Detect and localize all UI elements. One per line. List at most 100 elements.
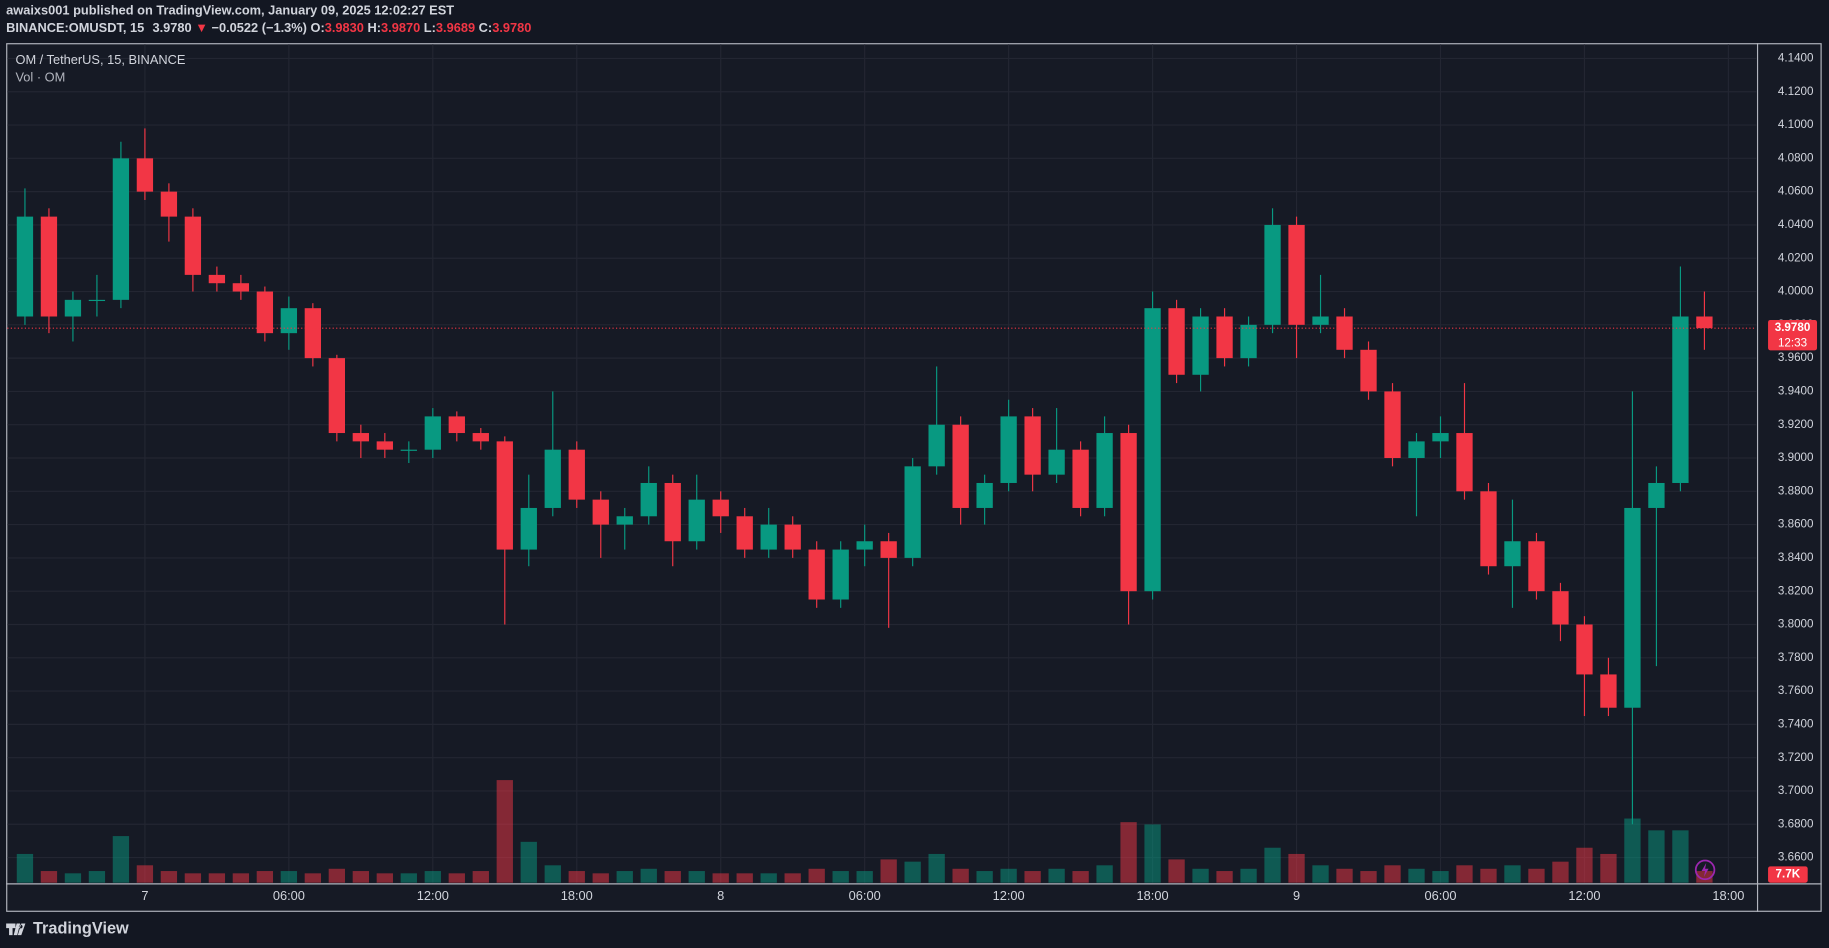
y-tick-label: 3.8000: [1778, 618, 1814, 631]
y-tick-label: 3.9000: [1778, 451, 1814, 464]
volume-bar: [1240, 868, 1257, 883]
candle-body: [352, 433, 369, 442]
change: −0.0522 (−1.3%): [211, 21, 306, 36]
candle-body: [496, 441, 513, 550]
candle-body: [208, 274, 226, 284]
volume-bar: [280, 871, 298, 883]
candle-body: [1600, 674, 1617, 708]
candle-body: [1672, 316, 1689, 483]
candle-body: [424, 416, 441, 450]
y-tick-label: 3.9200: [1778, 418, 1814, 431]
volume-bar: [928, 853, 945, 883]
volume-bar: [1264, 847, 1281, 883]
candle-body: [1552, 591, 1569, 625]
candle-body: [256, 291, 274, 334]
volume-bar: [856, 871, 873, 883]
volume-bar: [808, 868, 825, 883]
x-tick-label: 06:00: [849, 888, 881, 903]
candle-body: [112, 158, 130, 300]
x-tick-label: 12:00: [1568, 888, 1600, 903]
y-tick-label: 3.9400: [1778, 384, 1814, 397]
candle-body: [1096, 433, 1113, 508]
volume-pane: [16, 780, 1713, 883]
y-tick-label: 4.0600: [1778, 185, 1814, 198]
volume-bar: [784, 873, 801, 883]
candles: [16, 128, 1713, 825]
y-tick-label: 3.7600: [1778, 684, 1814, 697]
candle-body: [520, 507, 537, 550]
price-badge: [1768, 319, 1818, 351]
logo-icon: [6, 923, 26, 936]
volume-bar: [1408, 868, 1425, 883]
candle-body: [136, 158, 154, 192]
candle-body: [304, 308, 322, 359]
candle-body: [1216, 316, 1233, 359]
volume-bar: [1000, 868, 1017, 883]
candle-body: [280, 308, 298, 334]
x-tick-label: 8: [717, 888, 724, 903]
candle-body: [1480, 491, 1497, 567]
volume-badge-label: 7.7K: [1776, 868, 1801, 881]
candle-body: [832, 549, 849, 600]
volume-bar: [736, 873, 753, 883]
legend-volume: Vol · OM: [15, 70, 65, 85]
volume-bar: [904, 861, 921, 883]
volume-bar: [376, 873, 393, 883]
high-label: H:: [368, 21, 382, 36]
volume-bar: [1456, 865, 1473, 883]
volume-bar: [520, 841, 537, 883]
y-tick-label: 4.1200: [1778, 85, 1814, 98]
close: 3.9780: [492, 21, 531, 36]
y-tick-label: 4.1400: [1778, 52, 1814, 65]
open-label: O:: [311, 21, 325, 36]
x-tick-label: 18:00: [1137, 888, 1169, 903]
volume-bar: [184, 873, 202, 883]
y-tick-label: 3.8800: [1778, 484, 1814, 497]
lightning-button[interactable]: [1694, 859, 1716, 881]
candle-body: [688, 499, 705, 542]
symbol-line: BINANCE:OMUSDT, 15 3.9780 ▼ −0.0522 (−1.…: [6, 21, 531, 36]
candle-body: [736, 516, 753, 550]
candle-body: [1120, 433, 1137, 592]
candle-body: [448, 416, 465, 434]
x-tick-label: 9: [1293, 888, 1300, 903]
arrow: ▼: [195, 21, 208, 36]
volume-bar: [760, 873, 777, 883]
volume-bar: [1216, 871, 1233, 883]
volume-bar: [616, 871, 633, 883]
candle-body: [16, 216, 34, 317]
y-tick-label: 3.7000: [1778, 784, 1814, 797]
candle-body: [640, 482, 657, 517]
candle-body: [1240, 324, 1257, 359]
candle-body: [1576, 624, 1593, 675]
volume-bar: [592, 873, 609, 883]
volume-bar: [712, 873, 729, 883]
candle-body: [232, 283, 250, 292]
volume-bar: [832, 871, 849, 883]
candle-body: [880, 541, 897, 558]
candle-body: [616, 516, 633, 525]
volume-bar: [208, 873, 226, 883]
candle-body: [664, 482, 681, 542]
candle-body: [1144, 308, 1161, 592]
volume-bar: [1672, 830, 1689, 883]
candle-body: [472, 433, 489, 442]
x-tick-label: 06:00: [273, 888, 305, 903]
candle-body: [808, 549, 825, 600]
volume-bar: [880, 859, 897, 883]
volume-bar: [1552, 861, 1569, 883]
volume-bar: [112, 836, 130, 883]
candle-body: [184, 216, 202, 275]
y-tick-label: 3.7200: [1778, 751, 1814, 764]
price-badge-label: 3.9780: [1775, 321, 1811, 334]
open: 3.9830: [325, 21, 364, 36]
candle-body: [1504, 541, 1521, 567]
volume-bar: [1480, 868, 1497, 883]
volume-bar: [952, 868, 969, 883]
volume-bar: [664, 871, 681, 883]
publisher: awaixs001 published on TradingView.com, …: [6, 3, 454, 18]
volume-bar: [328, 868, 346, 883]
publisher-text: awaixs001 published on TradingView.com, …: [6, 3, 454, 18]
